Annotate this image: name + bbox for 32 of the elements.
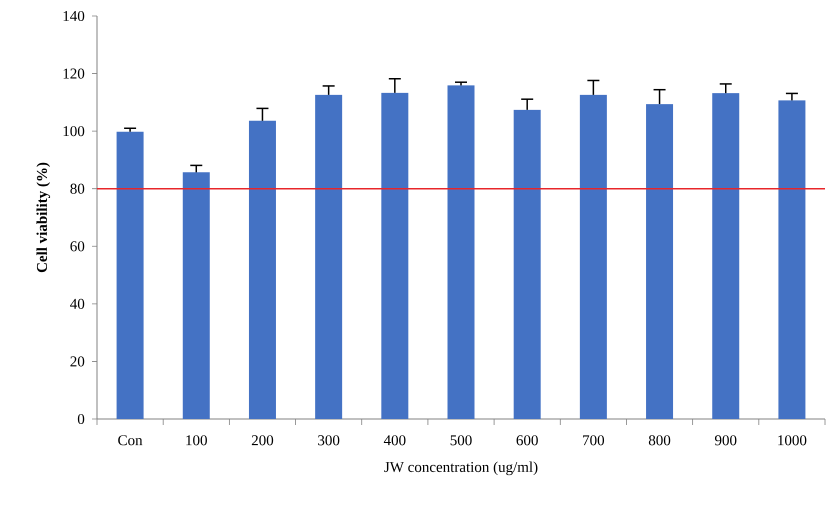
y-axis-title: Cell viability (%) xyxy=(36,162,50,272)
x-tick-label: 400 xyxy=(384,435,406,446)
y-tick-label: 20 xyxy=(70,356,84,366)
y-tick-label: 0 xyxy=(78,414,84,424)
bar xyxy=(580,94,607,419)
x-tick-label: 200 xyxy=(252,435,274,446)
x-tick-label: 300 xyxy=(318,435,340,446)
bar xyxy=(381,92,408,419)
bar xyxy=(646,104,674,419)
x-tick-label: 1000 xyxy=(778,435,806,446)
x-tick-label: Con xyxy=(118,435,142,446)
y-tick-label: 140 xyxy=(64,10,84,22)
bar xyxy=(514,110,541,419)
x-tick-label: 100 xyxy=(186,435,207,446)
y-tick-label: 100 xyxy=(64,126,84,136)
x-tick-label: 500 xyxy=(450,435,472,446)
y-tick-label: 60 xyxy=(70,241,84,252)
y-tick-label: 120 xyxy=(64,68,84,79)
y-tick-label: 80 xyxy=(70,184,84,194)
bar xyxy=(182,172,210,419)
bar xyxy=(712,93,740,419)
x-axis-title: JW concentration (ug/ml) xyxy=(384,462,538,476)
x-tick-label: 800 xyxy=(648,435,670,446)
bar xyxy=(315,94,342,419)
bar xyxy=(778,100,806,419)
bar xyxy=(448,85,475,419)
bar xyxy=(248,120,276,419)
x-tick-label: 700 xyxy=(583,435,604,446)
bar xyxy=(116,132,144,419)
y-tick-label: 40 xyxy=(70,298,84,309)
x-tick-label: 900 xyxy=(714,435,736,446)
x-tick-label: 600 xyxy=(516,435,538,446)
